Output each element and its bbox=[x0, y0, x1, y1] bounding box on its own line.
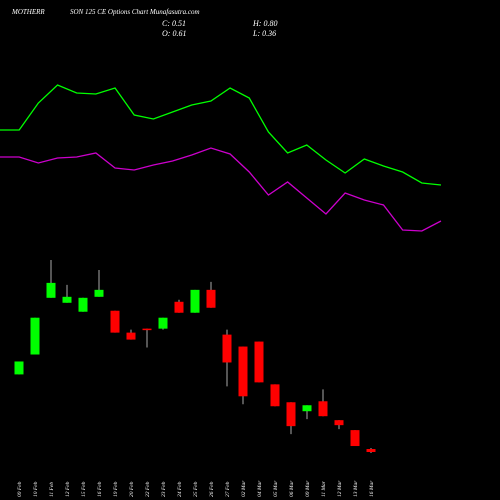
x-tick-label: 19 Feb bbox=[113, 481, 119, 497]
x-tick-label: 05 Mar bbox=[273, 480, 279, 497]
candle-body bbox=[62, 296, 72, 303]
candle-body bbox=[238, 346, 248, 397]
x-tick-label: 12 Feb bbox=[65, 481, 71, 497]
x-tick-label: 02 Mar bbox=[241, 480, 247, 497]
x-tick-label: 09 Mar bbox=[305, 480, 311, 497]
candle-body bbox=[222, 334, 232, 363]
candle-body bbox=[334, 420, 344, 426]
indicator-line bbox=[0, 147, 442, 232]
candle-body bbox=[366, 449, 376, 453]
x-tick-label: 13 Mar bbox=[353, 480, 359, 497]
close-stat: C: 0.51 bbox=[162, 19, 186, 28]
candle-body bbox=[190, 289, 200, 313]
x-tick-label: 12 Mar bbox=[337, 480, 343, 497]
candle-body bbox=[126, 332, 136, 340]
candle-body bbox=[270, 384, 280, 407]
x-tick-label: 16 Feb bbox=[97, 481, 103, 497]
candle-body bbox=[286, 402, 296, 427]
x-tick-label: 10 Feb bbox=[33, 481, 39, 497]
high-stat: H: 0.80 bbox=[252, 19, 277, 28]
x-tick-label: 20 Feb bbox=[129, 481, 135, 497]
x-tick-label: 22 Feb bbox=[145, 481, 151, 497]
candle-body bbox=[158, 317, 168, 329]
candle-body bbox=[94, 289, 104, 297]
candle-body bbox=[206, 289, 216, 308]
indicator-line bbox=[0, 84, 442, 186]
candle-body bbox=[142, 328, 152, 331]
x-tick-label: 09 Feb bbox=[17, 481, 23, 497]
candle-body bbox=[30, 317, 40, 355]
candle-body bbox=[78, 297, 88, 312]
x-tick-label: 11 Feb bbox=[49, 482, 55, 497]
candle-body bbox=[174, 301, 184, 313]
low-stat: L: 0.36 bbox=[252, 29, 276, 38]
x-tick-label: 25 Feb bbox=[193, 481, 199, 497]
x-tick-label: 04 Mar bbox=[256, 480, 263, 497]
candle-body bbox=[254, 341, 264, 383]
x-tick-label: 15 Feb bbox=[81, 481, 87, 497]
x-tick-label: 27 Feb bbox=[225, 481, 231, 497]
candle-body bbox=[46, 282, 56, 298]
x-tick-label: 24 Feb bbox=[176, 481, 183, 497]
candle-body bbox=[318, 401, 328, 417]
title-left: MOTHERR bbox=[11, 8, 45, 16]
candle-body bbox=[302, 405, 312, 412]
title-right: SON 125 CE Options Chart Munafasutra.com bbox=[70, 8, 200, 16]
x-tick-label: 26 Feb bbox=[209, 481, 215, 497]
candle-body bbox=[14, 361, 24, 375]
x-tick-label: 16 Mar bbox=[369, 480, 375, 497]
x-tick-label: 11 Mar bbox=[321, 480, 327, 497]
x-tick-label: 23 Feb bbox=[161, 481, 167, 497]
candle-body bbox=[350, 430, 360, 447]
open-stat: O: 0.61 bbox=[162, 29, 186, 38]
x-tick-label: 06 Mar bbox=[289, 480, 295, 497]
candle-body bbox=[110, 310, 120, 333]
